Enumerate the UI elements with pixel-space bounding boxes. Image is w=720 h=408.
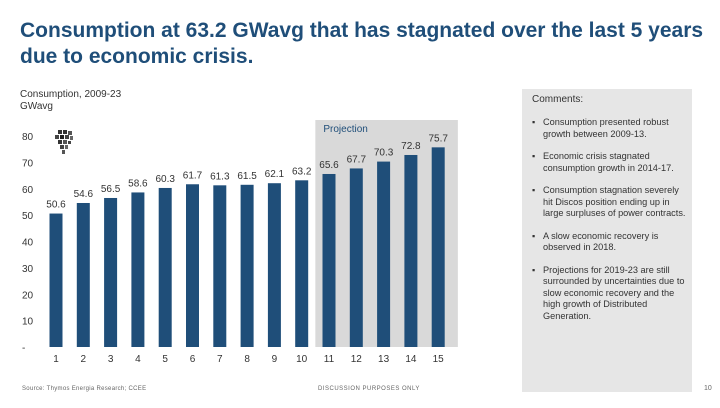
brazil-map-icon — [55, 130, 73, 154]
value-label: 60.3 — [155, 174, 175, 185]
bar — [295, 180, 309, 347]
y-tick-label: - — [22, 343, 25, 354]
y-tick-label: 50 — [22, 211, 34, 222]
value-label: 70.3 — [374, 148, 394, 159]
bar — [49, 213, 63, 347]
comment-item: Economic crisis stagnated consumption gr… — [530, 151, 690, 174]
bar — [186, 184, 199, 347]
comment-item: Consumption presented robust growth betw… — [530, 117, 690, 140]
bar — [322, 173, 336, 347]
value-label: 65.6 — [319, 160, 339, 171]
x-tick-label: 11 — [324, 354, 335, 365]
bar — [76, 202, 90, 347]
comments-list: Consumption presented robust growth betw… — [530, 117, 690, 333]
value-label: 75.7 — [428, 133, 448, 144]
x-tick-label: 9 — [272, 354, 278, 365]
comment-item: Consumption stagnation severely hit Disc… — [530, 185, 690, 220]
value-label: 50.6 — [46, 200, 66, 211]
page-number: 10 — [704, 385, 712, 392]
x-tick-label: 12 — [351, 354, 363, 365]
x-tick-label: 3 — [108, 354, 114, 365]
y-tick-label: 20 — [22, 290, 34, 301]
x-tick-label: 7 — [217, 354, 223, 365]
disclaimer: DISCUSSION PURPOSES ONLY — [318, 386, 420, 392]
y-tick-label: 30 — [22, 264, 34, 275]
bar — [404, 154, 418, 347]
source-note: Source: Thymos Energia Research; CCEE — [22, 386, 147, 392]
value-label: 72.8 — [401, 141, 421, 152]
comments-heading: Comments: — [532, 94, 584, 105]
value-label: 58.6 — [128, 178, 148, 189]
y-tick-label: 10 — [22, 317, 34, 328]
bar — [267, 183, 281, 347]
value-label: 63.2 — [292, 166, 312, 177]
page-title: Consumption at 63.2 GWavg that has stagn… — [20, 19, 704, 68]
x-tick-label: 13 — [378, 354, 390, 365]
x-tick-label: 4 — [135, 354, 141, 365]
y-tick-label: 40 — [22, 238, 34, 249]
x-tick-label: 6 — [190, 354, 196, 365]
comments-panel: Comments: Consumption presented robust g… — [522, 89, 692, 392]
x-tick-label: 2 — [81, 354, 87, 365]
x-tick-label: 8 — [244, 354, 250, 365]
x-tick-label: 10 — [296, 354, 308, 365]
chart-title: Consumption, 2009-23 — [20, 89, 122, 100]
value-label: 61.7 — [183, 170, 203, 181]
x-tick-label: 15 — [433, 354, 445, 365]
value-label: 61.5 — [237, 171, 257, 182]
x-tick-label: 5 — [162, 354, 168, 365]
bar — [349, 168, 363, 347]
bar — [240, 184, 254, 347]
bar — [213, 185, 227, 347]
value-label: 54.6 — [74, 189, 94, 200]
bar — [158, 187, 172, 347]
comment-item: Projections for 2019-23 are still surrou… — [530, 265, 690, 323]
bar — [431, 147, 445, 347]
value-label: 56.5 — [101, 184, 121, 195]
value-label: 62.1 — [265, 169, 285, 180]
chart-subtitle: Consumption, 2009-23 GWavg — [20, 89, 121, 113]
projection-label: Projection — [323, 124, 367, 135]
bar — [377, 161, 391, 347]
value-label: 61.3 — [210, 171, 230, 182]
bar — [104, 197, 118, 347]
y-tick-label: 80 — [22, 132, 34, 143]
bar — [131, 192, 145, 347]
comment-item: A slow economic recovery is observed in … — [530, 231, 690, 254]
x-tick-label: 1 — [53, 354, 59, 365]
y-tick-label: 70 — [22, 158, 34, 169]
x-tick-label: 14 — [405, 354, 417, 365]
value-label: 67.7 — [347, 154, 367, 165]
chart-unit: GWavg — [20, 101, 53, 112]
y-tick-label: 60 — [22, 185, 34, 196]
